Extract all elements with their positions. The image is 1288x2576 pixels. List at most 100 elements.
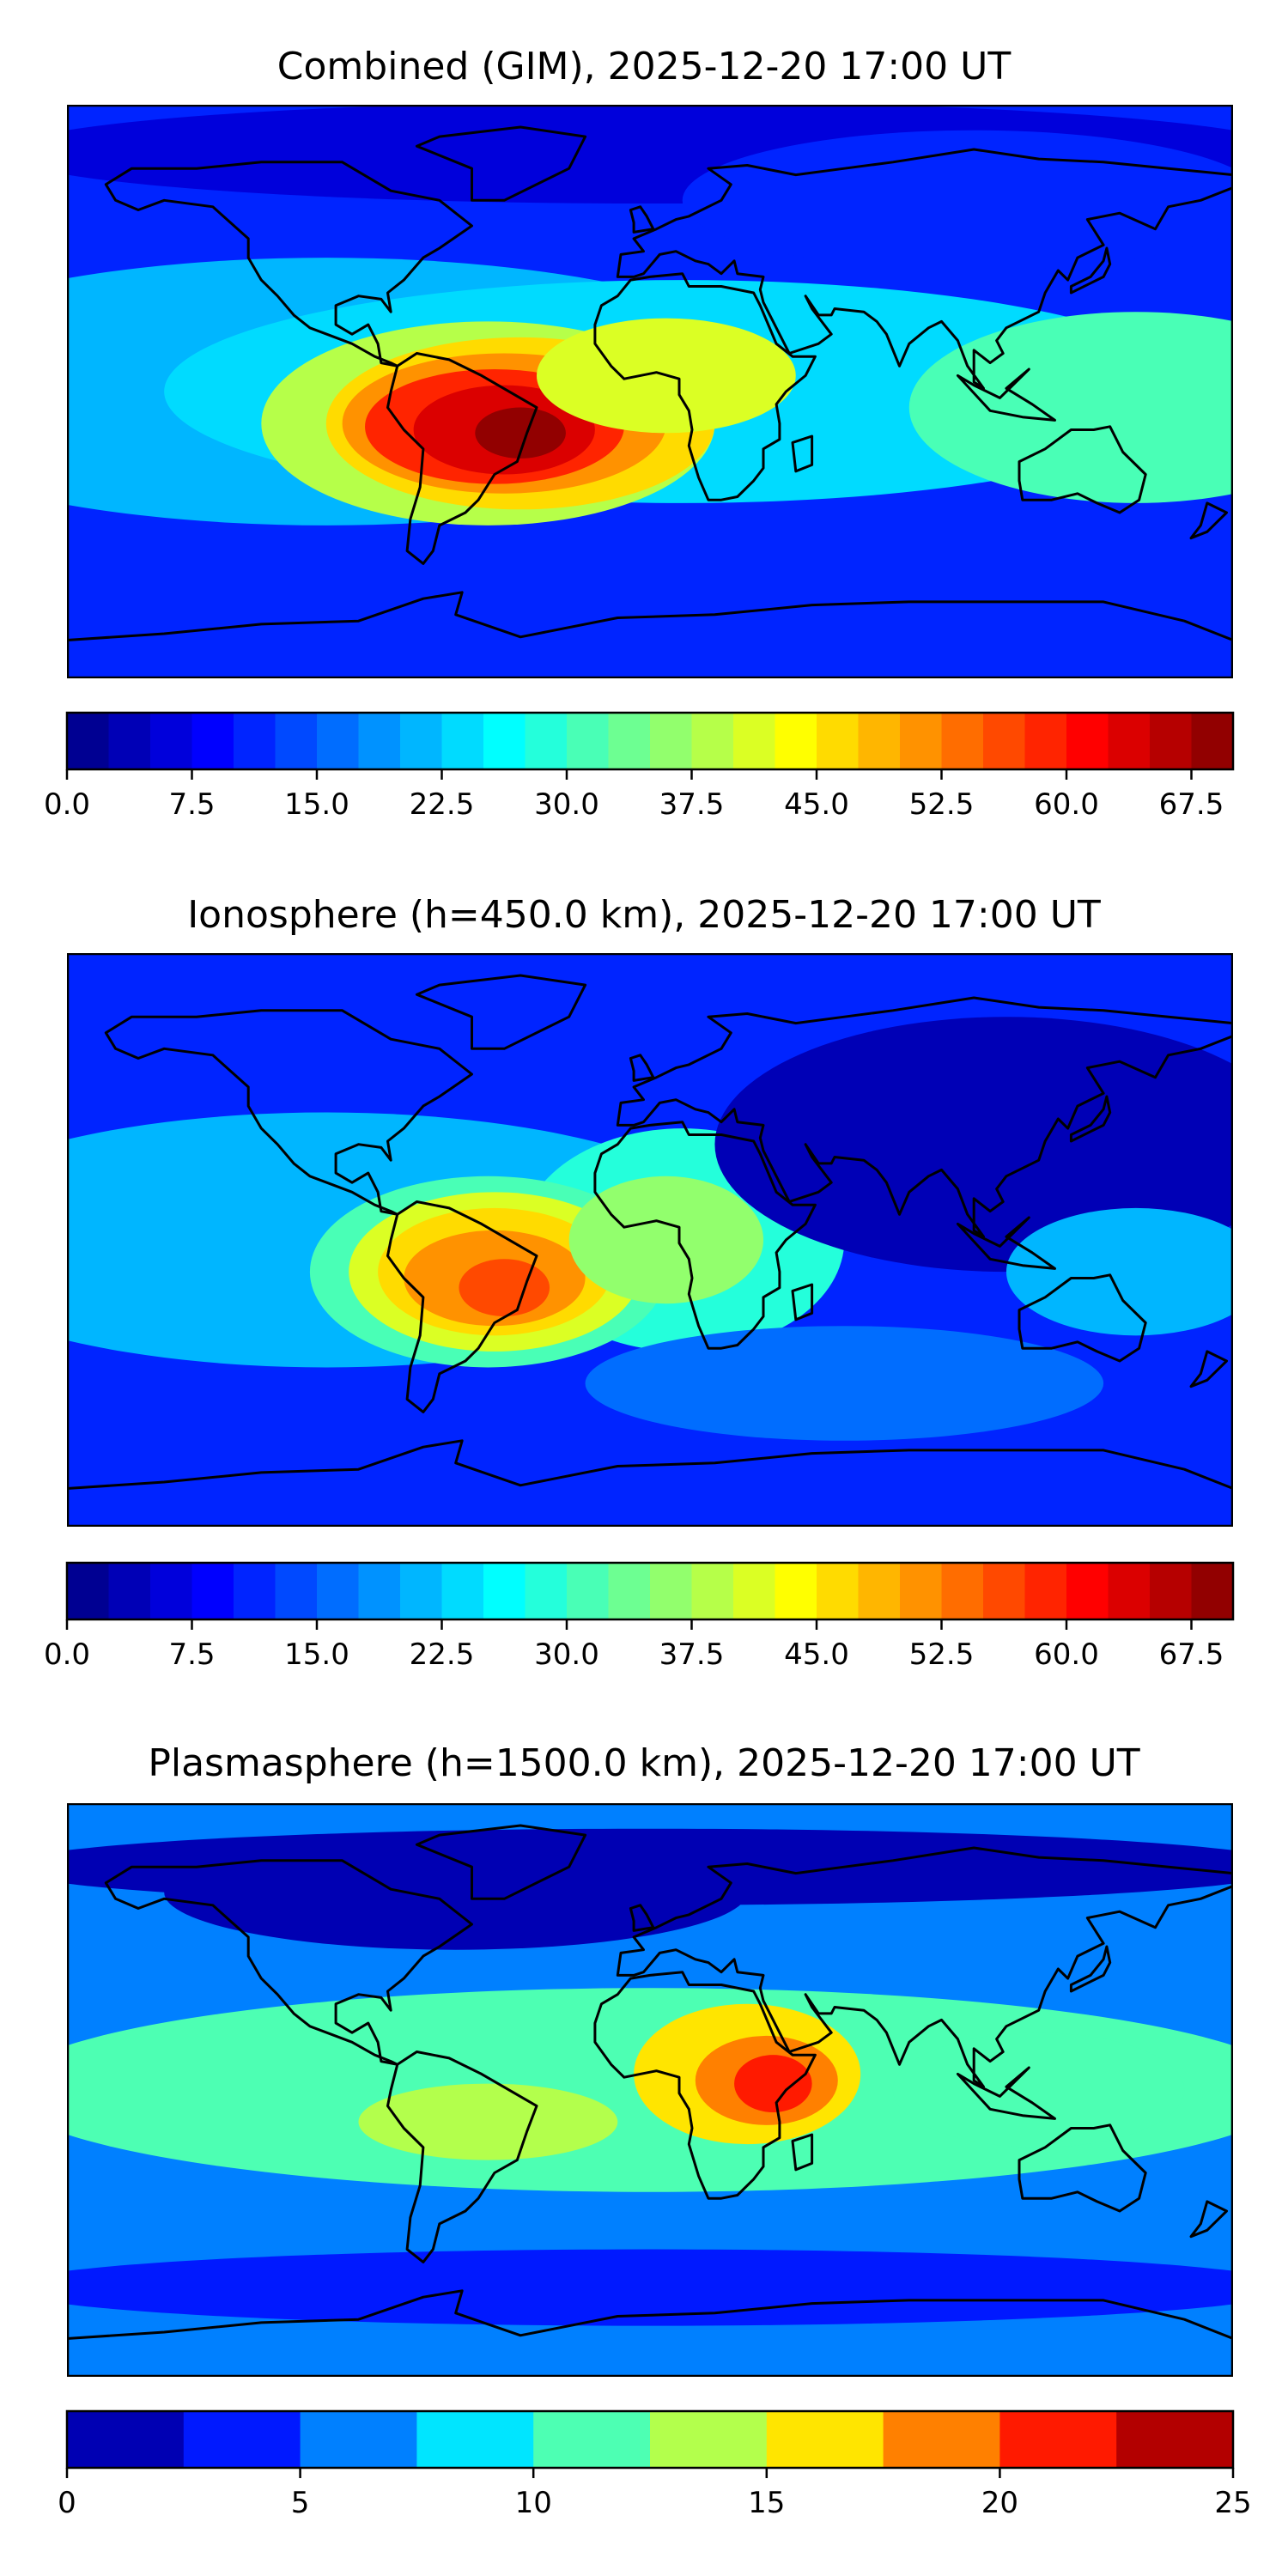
colorbar-segment <box>900 1563 943 1619</box>
colorbar-segment <box>67 713 110 769</box>
colorbar-tick-label: 5 <box>291 2486 310 2520</box>
coastline-eurasia <box>616 1846 1233 2088</box>
colorbar-tick-label: 67.5 <box>1159 1637 1224 1672</box>
field-contour <box>1005 1207 1233 1336</box>
coastline-indonesia <box>956 1216 1056 1270</box>
colorbar-segment <box>300 2411 417 2468</box>
colorbar-segment <box>1150 713 1193 769</box>
field-contour <box>585 1326 1104 1441</box>
colorbar-segment <box>1150 1563 1193 1619</box>
colorbar-segment <box>817 1563 860 1619</box>
coastline-eurasia <box>616 996 1233 1238</box>
colorbar-tick-label: 67.5 <box>1159 787 1224 822</box>
panel-2-map <box>67 953 1233 1527</box>
coastline-north-america <box>104 161 473 368</box>
coastline-indonesia <box>956 368 1056 422</box>
coastline-japan <box>1069 246 1112 295</box>
colorbar-segment <box>191 713 234 769</box>
colorbar-tick-label: 52.5 <box>909 1637 975 1672</box>
colorbar-segment <box>150 1563 193 1619</box>
panel-1-title: Combined (GIM), 2025-12-20 17:00 UT <box>276 45 1012 88</box>
colorbar-tick-label: 60.0 <box>1034 1637 1099 1672</box>
coastline-south-america <box>386 1200 538 1413</box>
colorbar-tick-label: 15.0 <box>284 787 349 822</box>
colorbar-segment <box>900 713 943 769</box>
colorbar-segment <box>650 713 693 769</box>
panel-3-colorbar: 0 5 10 15 20 25 <box>58 2409 1252 2520</box>
colorbar-segment <box>400 1563 443 1619</box>
colorbar-segment <box>941 1563 984 1619</box>
colorbar-segment <box>650 1563 693 1619</box>
field-contour <box>908 312 1233 503</box>
colorbar-segment <box>733 713 776 769</box>
panel-1-colorbar: 0.0 7.5 15.0 22.5 30.0 37.5 45.0 52.5 60.0 67.5 <box>44 711 1235 822</box>
colorbar-segment <box>567 1563 610 1619</box>
field-contour <box>734 2055 812 2112</box>
colorbar-segment <box>358 713 401 769</box>
colorbar-tick-label: 52.5 <box>909 787 975 822</box>
colorbar-segment <box>234 713 276 769</box>
colorbar-segment <box>525 1563 568 1619</box>
coastline-indonesia <box>956 2066 1056 2120</box>
colorbar-segment <box>317 713 360 769</box>
colorbar-segment <box>817 713 860 769</box>
colorbar-segment <box>983 713 1026 769</box>
coastline-south-america <box>386 352 538 565</box>
colorbar-segment <box>1191 1563 1234 1619</box>
colorbar-segment <box>691 1563 734 1619</box>
colorbar-segment <box>67 2411 185 2468</box>
field-contour <box>358 2083 618 2160</box>
colorbar-tick-label: 0 <box>58 2486 76 2520</box>
colorbar-segment <box>775 713 817 769</box>
field-contour <box>67 1828 1233 1905</box>
colorbar-segment <box>883 2411 1000 2468</box>
colorbar-segment <box>1108 1563 1151 1619</box>
colorbar-tick-label: 25 <box>1214 2486 1251 2520</box>
colorbar-segment <box>983 1563 1026 1619</box>
coastline-uk <box>629 205 655 234</box>
colorbar-segment <box>483 713 526 769</box>
colorbar-segment <box>1024 1563 1067 1619</box>
coastline-new-zealand <box>1189 501 1228 540</box>
colorbar-segment <box>858 1563 901 1619</box>
colorbar-tick-label: 30.0 <box>534 787 599 822</box>
colorbar-frame <box>65 711 1235 771</box>
colorbar-tick-label: 45.0 <box>784 787 849 822</box>
coastline-africa <box>593 1121 817 1350</box>
field-contour <box>682 130 1233 270</box>
field-contour <box>568 1176 764 1304</box>
colorbar-tick-label: 10 <box>515 2486 552 2520</box>
colorbar-segment <box>733 1563 776 1619</box>
field-contour <box>714 1017 1233 1273</box>
coastline-new-zealand <box>1189 2200 1228 2239</box>
coastline-greenland <box>415 125 587 202</box>
map-frame <box>67 1803 1233 2377</box>
map-frame <box>67 953 1233 1527</box>
colorbar-tick-label: 15.0 <box>284 1637 349 1672</box>
colorbar-segment <box>533 2411 651 2468</box>
coastline-new-zealand <box>1189 1350 1228 1388</box>
colorbar-segment <box>150 713 193 769</box>
colorbar-tick-label: 45.0 <box>784 1637 849 1672</box>
colorbar-segment <box>441 713 484 769</box>
panel-3-title: Plasmasphere (h=1500.0 km), 2025-12-20 1… <box>148 1741 1140 1785</box>
coastline-south-america <box>386 2050 538 2263</box>
colorbar-tick-label: 20 <box>981 2486 1018 2520</box>
colorbar-tick-label: 0.0 <box>44 1637 90 1672</box>
colorbar-segment <box>317 1563 360 1619</box>
colorbar-segment <box>999 2411 1117 2468</box>
colorbar-tick-label: 22.5 <box>410 787 475 822</box>
colorbar-segment <box>1024 713 1067 769</box>
colorbar-segment <box>775 1563 817 1619</box>
coastline-africa <box>593 1971 817 2200</box>
colorbar-segment <box>358 1563 401 1619</box>
colorbar-tick-label: 22.5 <box>410 1637 475 1672</box>
field-contour <box>892 2032 1185 2148</box>
coastline-madagascar <box>791 434 814 473</box>
colorbar-segment <box>441 1563 484 1619</box>
coastline-australia <box>1018 2123 1147 2213</box>
colorbar-segment <box>608 713 651 769</box>
coastline-greenland <box>415 974 587 1050</box>
map-frame <box>67 105 1233 678</box>
coastline-australia <box>1018 1273 1147 1363</box>
